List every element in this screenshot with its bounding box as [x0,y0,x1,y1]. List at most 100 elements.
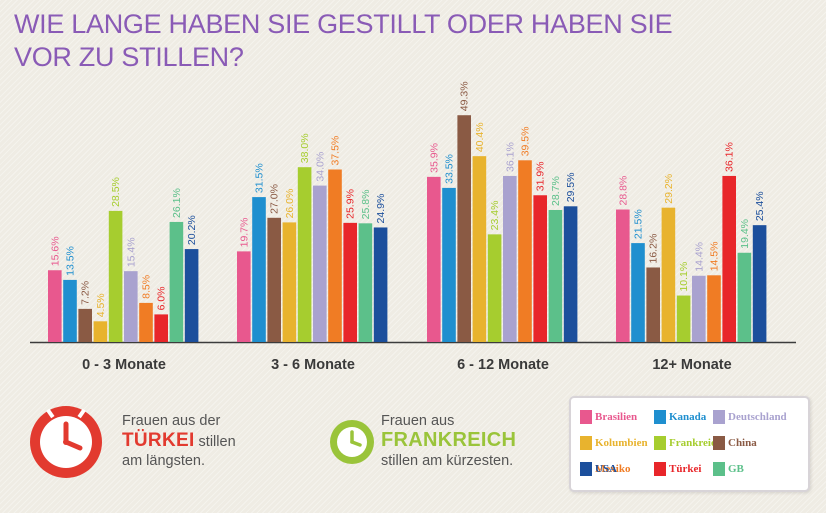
data-label-kolumbien-4: 29.2% [663,174,675,204]
bar-kanada-2 [252,197,266,342]
legend-swatch [654,436,666,450]
legend-label: USA [595,463,618,475]
data-label-kolumbien-3: 40.4% [474,122,486,152]
category-label-1: 0 - 3 Monate [82,357,166,373]
legend-label: GB [728,463,744,475]
data-label-deutschland-2: 34.0% [314,152,326,182]
bar-gb-4 [737,252,752,342]
data-label-kolumbien-1: 4.5% [95,293,107,317]
legend-label: Brasilien [595,411,638,423]
bar-gb-3 [548,209,563,342]
bar-china-4 [646,267,660,342]
bar-kolumbien-4 [661,207,676,342]
data-label-kanada-4: 21.5% [633,209,645,239]
bar-chart: 15.6% 13.5%7.2%4.5% 28.5% 15.4% 8.5% 6.0% 26.1… [30,81,796,373]
callout-france-text: Frauen aus FRANKREICH stillen am kürzest… [381,412,566,471]
bar-china-2 [267,217,281,342]
data-label-deutschland-4: 14.4% [693,242,705,272]
callout-france-country: FRANKREICH [381,429,517,451]
data-label-mexiko-3: 39.5% [520,127,532,157]
data-label-t-rkei-1: 6.0% [156,286,168,310]
data-label-gb-1: 26.1% [171,188,183,218]
bar-kanada-3 [442,187,456,342]
bar-t-rkei-3 [533,195,547,342]
data-label-china-4: 16.2% [648,234,660,264]
bar-gb-1 [169,221,184,342]
data-label-brasilien-2: 19.7% [238,218,250,248]
data-label-brasilien-3: 35.9% [428,143,440,173]
bar-deutschland-1 [124,271,138,342]
data-label-kanada-2: 31.5% [254,163,266,193]
data-label-frankreich-1: 28.5% [110,177,122,207]
bar-kolumbien-1 [93,321,108,342]
data-label-usa-2: 24.9% [375,194,387,224]
bar-t-rkei-2 [343,222,357,342]
bar-mexiko-3 [518,160,532,342]
category-label-2: 3 - 6 Monate [271,357,355,373]
bar-frankreich-4 [676,295,691,342]
legend-swatch [580,436,592,450]
data-label-brasilien-1: 15.6% [49,236,61,266]
data-label-china-3: 49.3% [459,81,471,111]
data-label-frankreich-3: 23.4% [489,201,501,231]
bar-brasilien-4 [616,209,630,342]
bar-frankreich-1 [108,210,123,342]
bar-deutschland-4 [692,275,706,342]
data-label-kanada-3: 33.5% [444,154,456,184]
bar-t-rkei-1 [154,314,168,342]
callout-france-line1: Frauen aus [381,413,455,429]
data-label-kanada-1: 13.5% [65,246,77,276]
data-label-brasilien-4: 28.8% [617,176,629,206]
legend-label: Türkei [669,463,702,475]
bar-mexiko-2 [328,169,342,342]
clock-icon [330,420,374,464]
data-label-t-rkei-3: 31.9% [535,161,547,191]
bar-kanada-4 [631,243,645,342]
data-label-usa-3: 29.5% [565,173,577,203]
callout-turkey-country: TÜRKEI [122,430,195,451]
bar-china-1 [78,308,92,342]
bar-deutschland-2 [313,185,327,342]
bar-usa-4 [752,225,767,342]
bar-mexiko-4 [707,275,721,342]
category-label-3: 6 - 12 Monate [457,357,549,373]
data-label-china-2: 27.0% [269,184,281,214]
callout-turkey-line3: am längsten. [122,453,206,469]
callout-turkey-text: Frauen aus der TÜRKEI stillen am längste… [122,412,302,471]
data-label-frankreich-2: 38.0% [299,133,311,163]
data-label-usa-1: 20.2% [186,215,198,245]
legend-swatch [654,462,666,476]
bar-china-3 [457,115,471,342]
legend-label: Mexiko [595,463,631,475]
bar-t-rkei-4 [722,175,736,342]
legend-label: Kolumbien [595,437,648,449]
bar-usa-2 [373,227,388,342]
legend-swatch [713,436,725,450]
bar-mexiko-1 [139,302,153,342]
legend-swatch [713,410,725,424]
bar-frankreich-2 [297,167,312,342]
legend-label: Frankreich [669,437,722,449]
category-label-4: 12+ Monate [652,357,731,373]
legend-swatch [580,462,592,476]
legend-label: China [728,437,757,449]
data-label-deutschland-3: 36.1% [504,142,516,172]
clock-icon [30,406,102,478]
legend-label: Deutschland [728,411,787,423]
bar-deutschland-3 [503,175,517,342]
bar-usa-3 [563,206,578,342]
callout-france: Frauen aus FRANKREICH stillen am kürzest… [326,408,566,488]
bar-usa-1 [184,249,199,342]
legend-swatch [580,410,592,424]
bar-frankreich-3 [487,234,502,342]
data-label-gb-3: 28.7% [550,176,562,206]
data-label-frankreich-4: 10.1% [678,262,690,292]
legend-swatch [654,410,666,424]
callout-turkey-line1: Frauen aus der [122,413,221,429]
data-label-mexiko-4: 14.5% [709,242,721,272]
data-label-usa-4: 25.4% [754,191,766,221]
callout-turkey: Frauen aus der TÜRKEI stillen am längste… [22,398,302,488]
bar-kanada-1 [63,279,77,342]
bar-brasilien-3 [427,176,441,342]
data-label-mexiko-1: 8.5% [141,275,153,299]
